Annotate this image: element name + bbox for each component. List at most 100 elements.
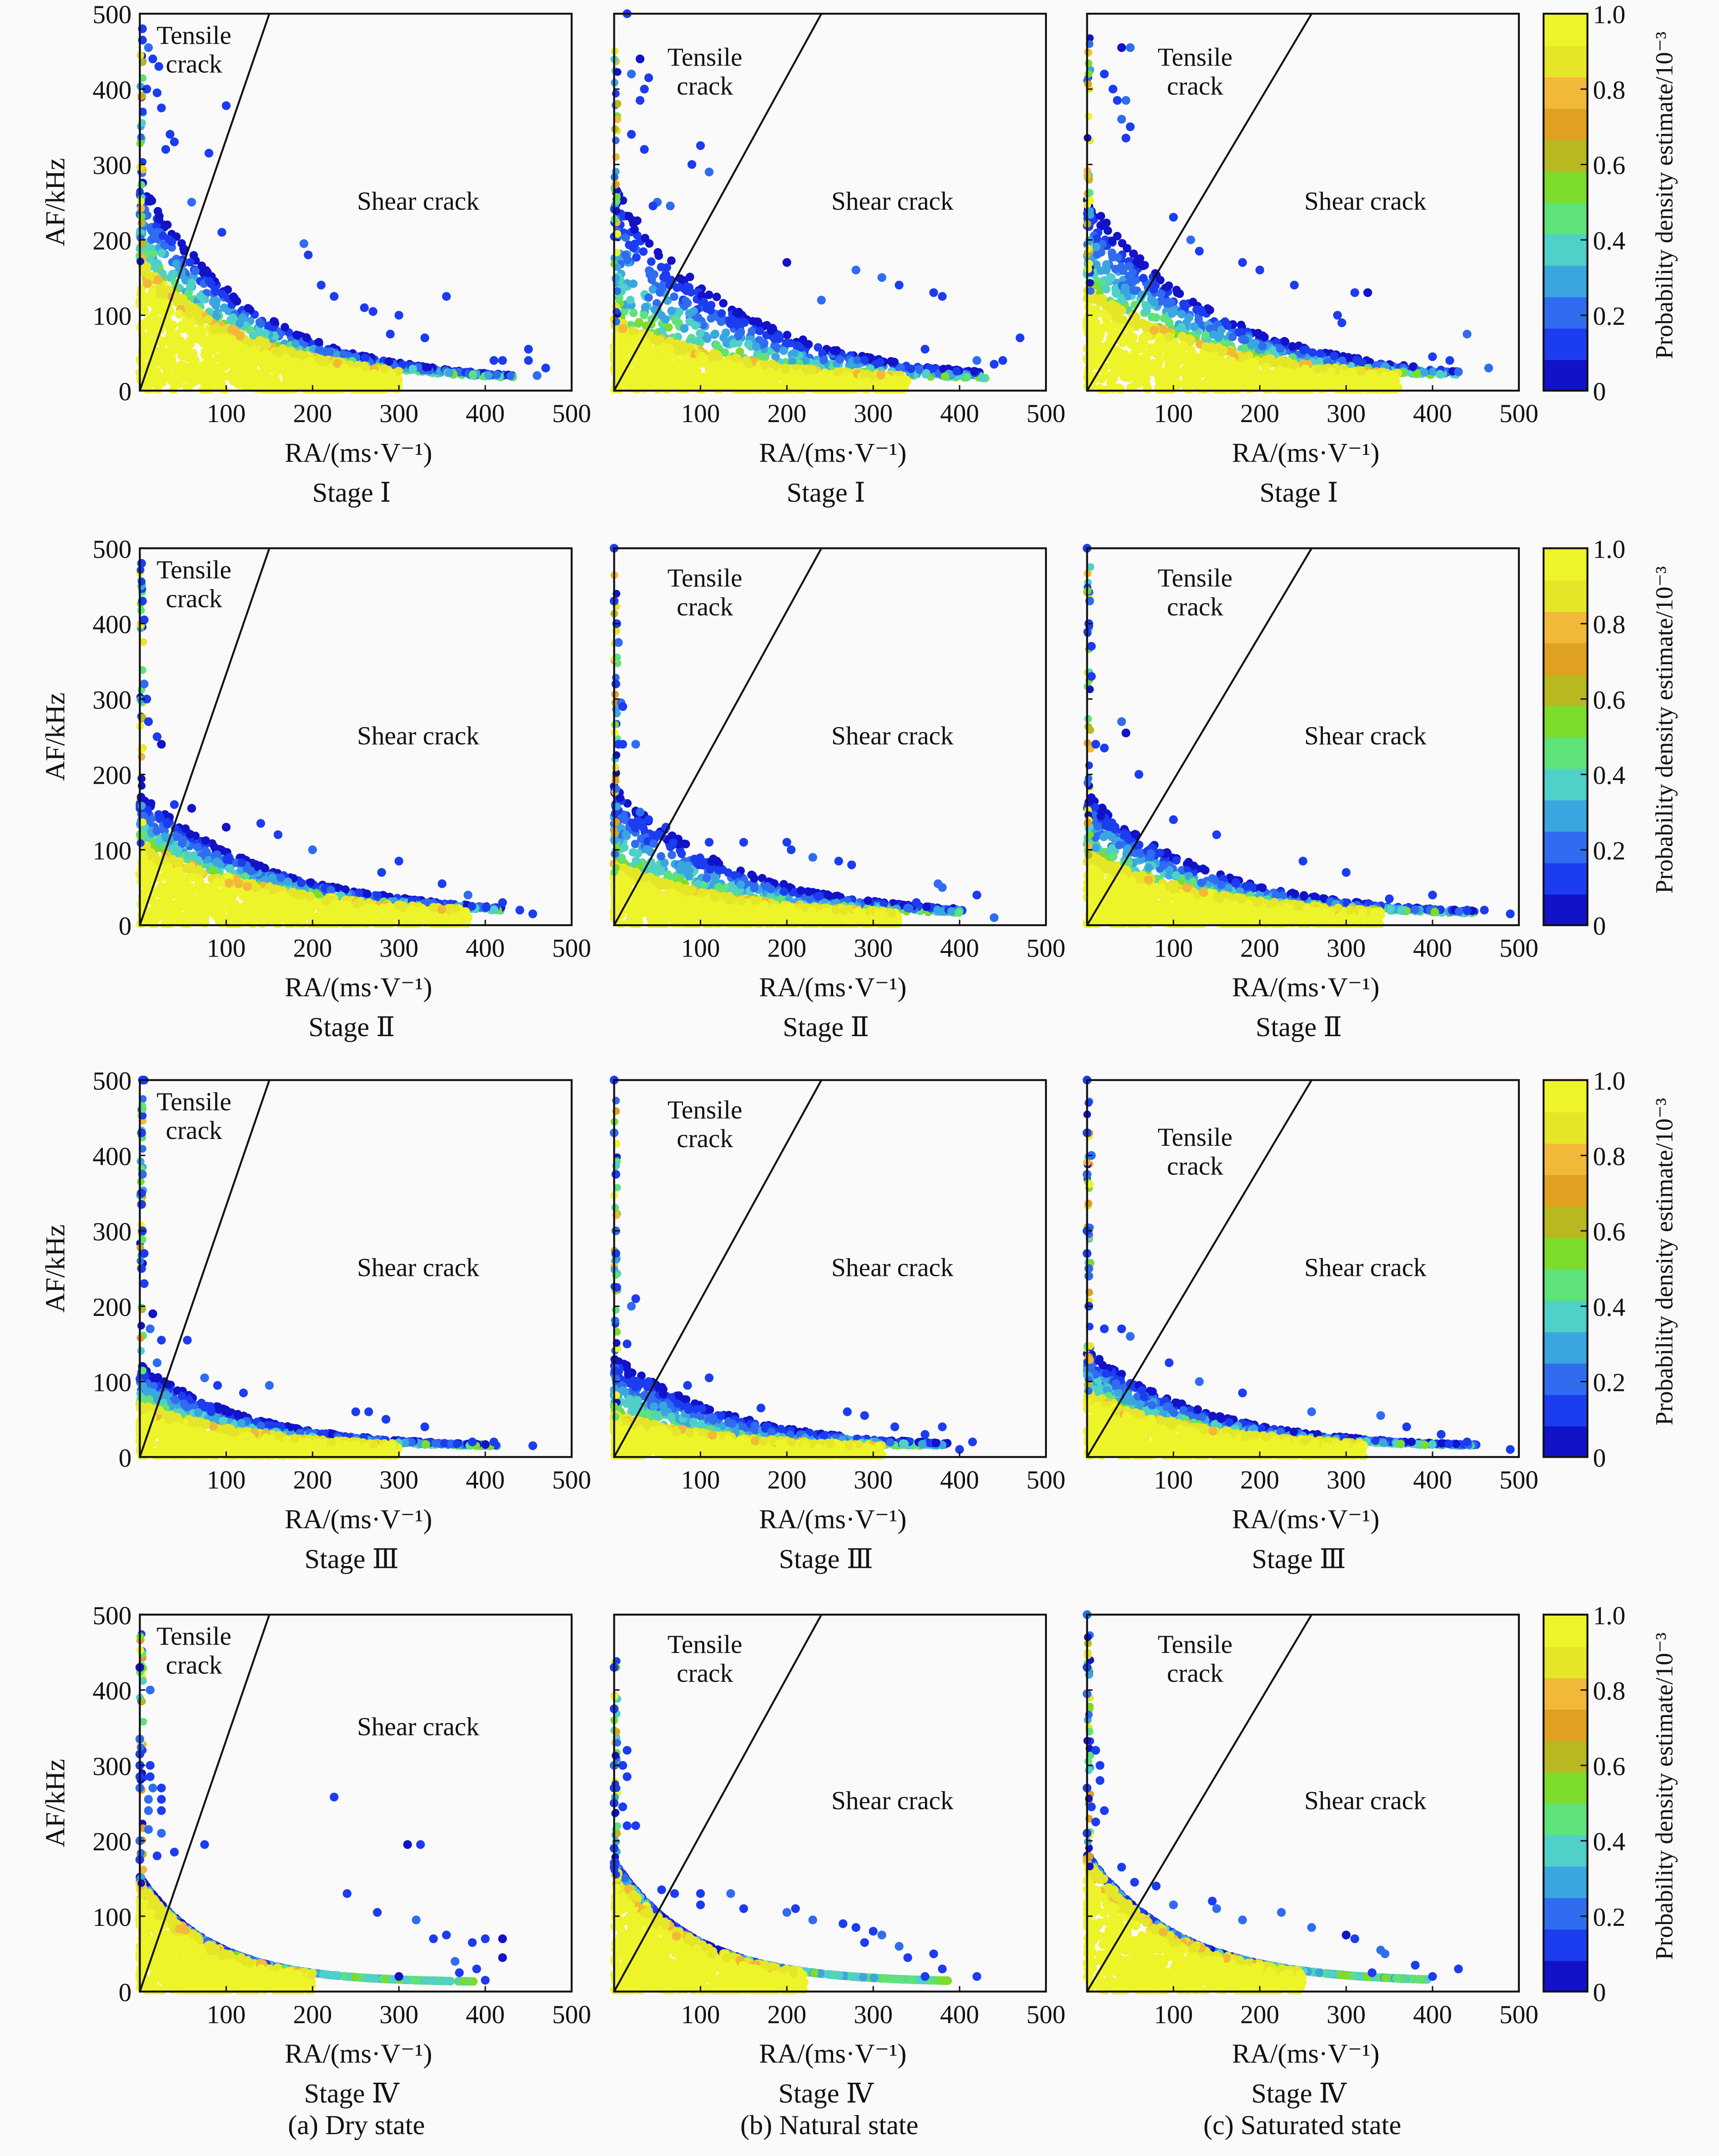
data-point <box>1283 357 1292 366</box>
data-point <box>1125 366 1134 375</box>
data-point <box>1097 212 1106 221</box>
data-point <box>137 322 146 332</box>
data-point <box>1108 251 1117 260</box>
data-point <box>667 307 676 315</box>
shear-crack-label: Shear crack <box>831 187 954 216</box>
data-point <box>742 356 751 365</box>
data-point <box>804 340 813 349</box>
data-point <box>772 380 781 389</box>
x-tick-label: 300 <box>1327 399 1366 428</box>
shear-crack-label: Shear crack <box>357 187 479 216</box>
data-point <box>717 309 726 318</box>
shear-crack-label: Shear crack <box>1304 187 1427 216</box>
x-tick-label: 100 <box>681 399 720 428</box>
data-point <box>137 219 145 227</box>
data-point <box>1156 332 1165 342</box>
data-point <box>159 290 168 299</box>
stage-label: Stage Ⅰ <box>1260 478 1338 508</box>
data-point <box>493 370 501 379</box>
data-point <box>641 234 649 242</box>
data-point <box>1112 303 1121 312</box>
data-point <box>244 304 252 312</box>
data-point <box>1102 285 1111 293</box>
data-point <box>256 336 265 345</box>
y-tick-label: 100 <box>92 302 131 331</box>
data-point <box>767 327 775 335</box>
data-point <box>1201 331 1210 340</box>
data-point <box>748 327 756 336</box>
data-point <box>245 382 254 391</box>
outlier-point <box>627 70 636 78</box>
data-point <box>679 385 688 394</box>
data-point <box>802 365 811 374</box>
data-point <box>737 328 745 337</box>
data-point <box>860 356 869 364</box>
data-point <box>844 372 854 381</box>
data-point <box>335 368 344 378</box>
data-point <box>1102 219 1111 227</box>
data-point <box>819 356 828 365</box>
outlier-point <box>205 149 213 157</box>
data-point <box>1313 364 1322 373</box>
data-point <box>186 258 195 267</box>
x-tick-label: 500 <box>552 399 591 428</box>
data-point <box>303 377 312 386</box>
data-point <box>187 335 196 344</box>
data-point <box>694 313 703 322</box>
outlier-point <box>300 239 308 248</box>
data-point <box>657 263 665 272</box>
data-point <box>1106 334 1115 343</box>
data-point <box>836 355 844 364</box>
data-point <box>234 359 243 368</box>
data-point <box>768 370 777 379</box>
data-point <box>1177 310 1186 318</box>
data-point <box>326 348 334 357</box>
data-point <box>1420 368 1429 377</box>
data-point <box>722 360 731 369</box>
data-point <box>786 339 795 348</box>
data-point <box>691 321 700 330</box>
data-point <box>611 364 620 373</box>
data-point <box>1380 371 1389 380</box>
data-point <box>1408 363 1417 371</box>
data-point <box>783 331 791 339</box>
data-point <box>1096 329 1105 338</box>
data-point <box>1233 378 1242 387</box>
data-point <box>1085 113 1092 121</box>
x-tick-label: 400 <box>940 399 979 428</box>
data-point <box>172 260 181 268</box>
outlier-point <box>170 137 179 146</box>
data-point <box>186 830 195 839</box>
outlier-point <box>489 356 498 365</box>
data-point <box>1115 314 1124 323</box>
outlier-point <box>1169 213 1178 222</box>
data-point <box>1190 322 1199 331</box>
data-point <box>1247 358 1257 367</box>
data-point <box>817 372 826 381</box>
data-point <box>979 374 987 383</box>
data-point <box>662 363 671 372</box>
data-point <box>137 93 145 101</box>
data-point <box>1084 302 1093 312</box>
data-point <box>200 336 209 345</box>
data-point <box>688 374 697 383</box>
y-tick-label: 400 <box>92 76 131 105</box>
outlier-point <box>636 55 644 63</box>
data-point <box>623 256 632 264</box>
data-point <box>256 319 265 328</box>
data-point <box>1187 375 1196 384</box>
data-point <box>647 257 656 266</box>
outlier-point <box>696 141 705 150</box>
data-point <box>770 335 779 343</box>
outlier-point <box>1117 43 1126 52</box>
data-point <box>1127 340 1136 349</box>
data-point <box>714 378 723 387</box>
outlier-point <box>1109 85 1117 93</box>
data-point <box>1195 315 1203 324</box>
data-point <box>1299 369 1308 378</box>
outlier-point <box>666 201 674 210</box>
data-point <box>732 308 741 317</box>
data-point <box>761 353 769 362</box>
x-axis-label: RA/(ms·V⁻¹) <box>285 438 432 468</box>
